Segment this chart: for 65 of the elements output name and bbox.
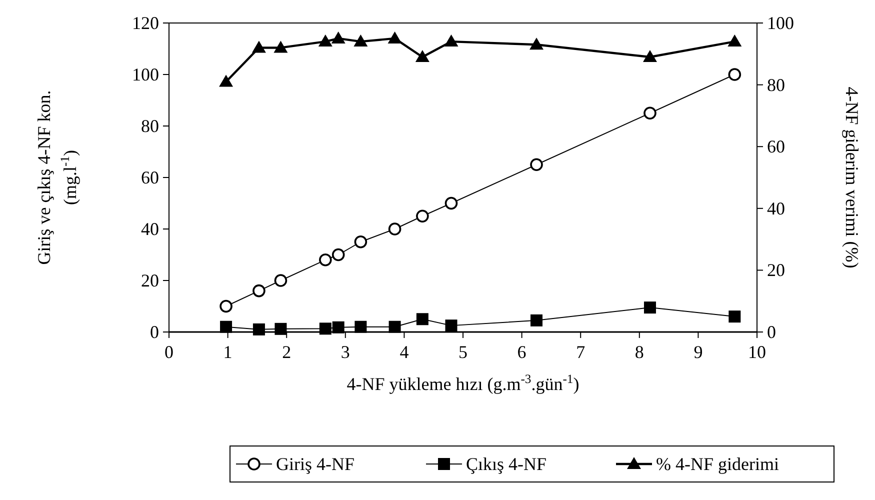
y2-tick-label: 20 [767,260,785,280]
point [530,38,544,50]
point [354,235,368,248]
point [644,106,656,120]
point [252,284,266,298]
point [354,320,367,333]
y2-tick-label: 80 [767,74,785,95]
point [444,196,458,210]
x-tick-label: 4 [400,342,409,362]
y2-axis-title: 4-NF giderim verimi (%) [842,86,862,268]
y-tick-label: 100 [132,64,159,84]
y-tick-label: 80 [141,116,159,136]
point [644,302,656,314]
point [319,322,332,335]
x-tick-label: 5 [458,342,468,362]
x-tick-label: 2 [282,342,292,362]
point [728,68,742,81]
x-tick-label: 8 [634,342,644,362]
x-tick-label: 1 [223,342,232,362]
point [388,222,402,236]
point [332,321,344,334]
point [274,322,287,335]
point [332,248,345,262]
point [415,50,430,62]
x-tick-label: 7 [576,342,586,362]
point [354,34,368,47]
point [530,158,543,172]
point [444,34,458,47]
x-tick-label: 6 [517,342,526,362]
y-tick-label: 0 [150,322,159,342]
point [728,34,742,47]
x-tick-label: 10 [748,342,766,362]
point [388,320,401,333]
point [331,31,346,44]
x-tick-label: 0 [164,342,174,362]
y-tick-label: 60 [141,168,159,188]
y2-tick-label: 100 [767,13,794,33]
point [388,31,402,44]
point [220,300,232,313]
point [219,74,234,87]
point [416,313,428,326]
x-tick-label: 3 [340,342,350,362]
y2-tick-label: 60 [767,136,785,157]
point [252,323,265,336]
point [416,210,429,223]
point [319,254,332,266]
point [252,40,266,53]
x-tick-label: 9 [694,342,703,362]
y-tick-label: 120 [132,13,159,33]
y-tick-label: 40 [141,219,159,239]
point [642,50,657,62]
legend-label: Giriş 4-NF [276,454,355,474]
point [274,274,288,287]
legend-label: Çıkış 4-NF [466,454,547,474]
y2-tick-label: 0 [767,322,776,342]
y2-tick-label: 40 [767,198,785,218]
point [220,320,232,333]
legend-label: % 4-NF giderimi [656,454,779,474]
point [530,314,542,326]
point [318,34,332,47]
point [445,320,458,332]
point [728,310,741,323]
point [274,40,288,53]
x-axis-title: 4-NF yükleme hızı (g.m$^{-3}$.gün$^{-1}$) [346,372,580,394]
y-tick-label: 20 [141,270,159,290]
